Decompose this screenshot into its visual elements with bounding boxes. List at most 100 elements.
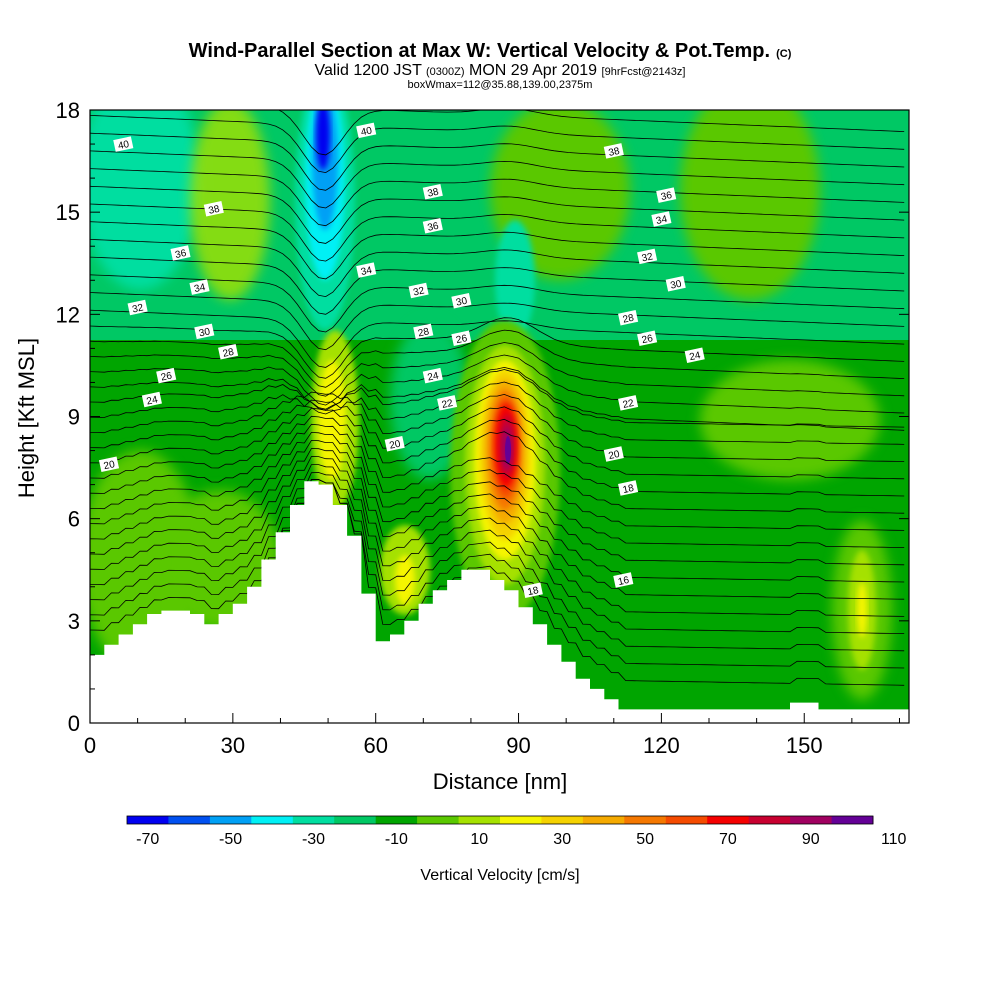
colorbar-swatch [251, 816, 294, 824]
theta-label-bg [656, 187, 677, 203]
y-axis-label: Height [Kft MSL] [14, 338, 39, 498]
theta-contour-line [90, 479, 905, 669]
colorbar-swatch [831, 816, 874, 824]
theta-contour-line [90, 479, 905, 652]
theta-label-bg [603, 446, 624, 462]
theta-label-bg [651, 211, 672, 227]
theta-label-bg [618, 309, 639, 326]
x-tick-label: 120 [643, 733, 680, 758]
main-updraft-core [505, 436, 511, 464]
theta-contour-line [90, 239, 905, 298]
theta-contour-label: 40 [113, 136, 134, 152]
theta-label-text: 40 [117, 139, 131, 152]
theta-contour-line [90, 407, 905, 497]
y-tick-label: 15 [56, 200, 80, 225]
theta-contour-label: 22 [437, 395, 458, 411]
theta-label-bg [356, 122, 377, 139]
upper-left-sink [90, 110, 200, 290]
theta-label-text: 26 [641, 333, 655, 346]
downdraft-core [316, 110, 330, 170]
y-tick-label: 9 [68, 405, 80, 430]
theta-contour-label: 28 [413, 323, 434, 339]
theta-label-bg [156, 367, 177, 384]
colorbar-swatch [541, 816, 584, 824]
theta-contour-line [90, 203, 905, 262]
subtitle-valid: Valid 1200 JST [315, 62, 423, 79]
theta-label-text: 28 [417, 326, 431, 339]
theta-contour-label: 40 [356, 122, 377, 139]
theta-label-text: 32 [412, 285, 426, 298]
theta-contour-line [90, 309, 905, 368]
theta-label-text: 20 [103, 459, 117, 472]
theta-label-text: 34 [193, 282, 207, 295]
mid-sink [390, 320, 470, 480]
theta-label-bg [141, 391, 162, 408]
theta-label-bg [127, 299, 148, 316]
theta-label-text: 18 [527, 585, 541, 598]
chart-title-mark: (C) [776, 48, 792, 60]
upper-rise [190, 110, 270, 300]
theta-contour-line [90, 439, 905, 566]
x-tick-label: 30 [221, 733, 245, 758]
theta-contour-label: 22 [618, 395, 639, 411]
colorbar-tick-label: 50 [636, 831, 654, 848]
colorbar-tick-label: 110 [881, 831, 907, 848]
colorbar-swatch [707, 816, 750, 824]
x-tick-label: 150 [786, 733, 823, 758]
colorbar-frame [126, 815, 874, 825]
x-axis-ticks: 0 30 60 90 120 150 [84, 713, 900, 758]
theta-label-bg [422, 367, 443, 384]
theta-contour-line [90, 464, 905, 617]
theta-label-bg [618, 480, 639, 496]
theta-label-text: 36 [427, 221, 441, 234]
theta-contour-label: 36 [170, 245, 191, 261]
theta-label-text: 40 [360, 125, 374, 138]
theta-label-text: 28 [222, 347, 236, 360]
theta-contour-line [277, 110, 905, 156]
colorbar-swatch [417, 816, 459, 824]
theta-label-bg [203, 201, 224, 217]
theta-label-bg [422, 218, 443, 234]
theta-label-text: 34 [360, 265, 374, 278]
colorbar-swatch [500, 816, 542, 824]
x-tick-label: 0 [84, 733, 96, 758]
theta-contour-line [90, 431, 905, 548]
theta-label-bg [113, 136, 134, 152]
theta-label-text: 38 [208, 204, 222, 217]
theta-contour-line [90, 150, 905, 209]
theta-contour-line [90, 448, 905, 583]
theta-contour-line [90, 185, 905, 244]
theta-contours [90, 110, 905, 686]
lee-updraft-inner [318, 360, 346, 480]
theta-contour-label: 20 [98, 456, 120, 472]
theta-label-bg [356, 262, 377, 278]
theta-contour-line [90, 399, 905, 480]
theta-label-text: 34 [655, 214, 669, 227]
theta-contour-line [90, 132, 905, 191]
theta-label-bg [194, 323, 215, 340]
theta-contour-line [90, 472, 905, 634]
theta-label-text: 30 [198, 326, 212, 339]
theta-contour-label: 34 [651, 211, 672, 227]
colorbar-swatch [665, 816, 708, 824]
colorbar-swatch [458, 816, 501, 824]
theta-contour-line [90, 168, 905, 227]
right-rise [700, 360, 880, 480]
theta-contour-line [90, 221, 905, 280]
colorbar-swatch [375, 816, 418, 824]
subtitle-date: MON 29 Apr 2019 [469, 62, 597, 79]
theta-contour-labels: 40 40 38 38 38 36 36 36 34 34 34 32 32 32 30 30 30 28 28 28… [98, 122, 705, 598]
theta-contour-line [90, 456, 905, 600]
theta-label-bg [451, 292, 472, 309]
theta-label-bg [218, 344, 239, 360]
theta-label-text: 28 [622, 313, 636, 326]
theta-contour-label: 30 [451, 292, 472, 309]
colorbar-swatch [127, 816, 169, 824]
theta-contour-label: 34 [356, 262, 377, 278]
theta-label-text: 20 [608, 449, 622, 462]
theta-contour-line [90, 381, 905, 445]
theta-label-bg [170, 245, 191, 261]
theta-contour-line [90, 292, 905, 351]
theta-contour-label: 30 [665, 275, 686, 292]
theta-label-text: 22 [622, 398, 636, 411]
